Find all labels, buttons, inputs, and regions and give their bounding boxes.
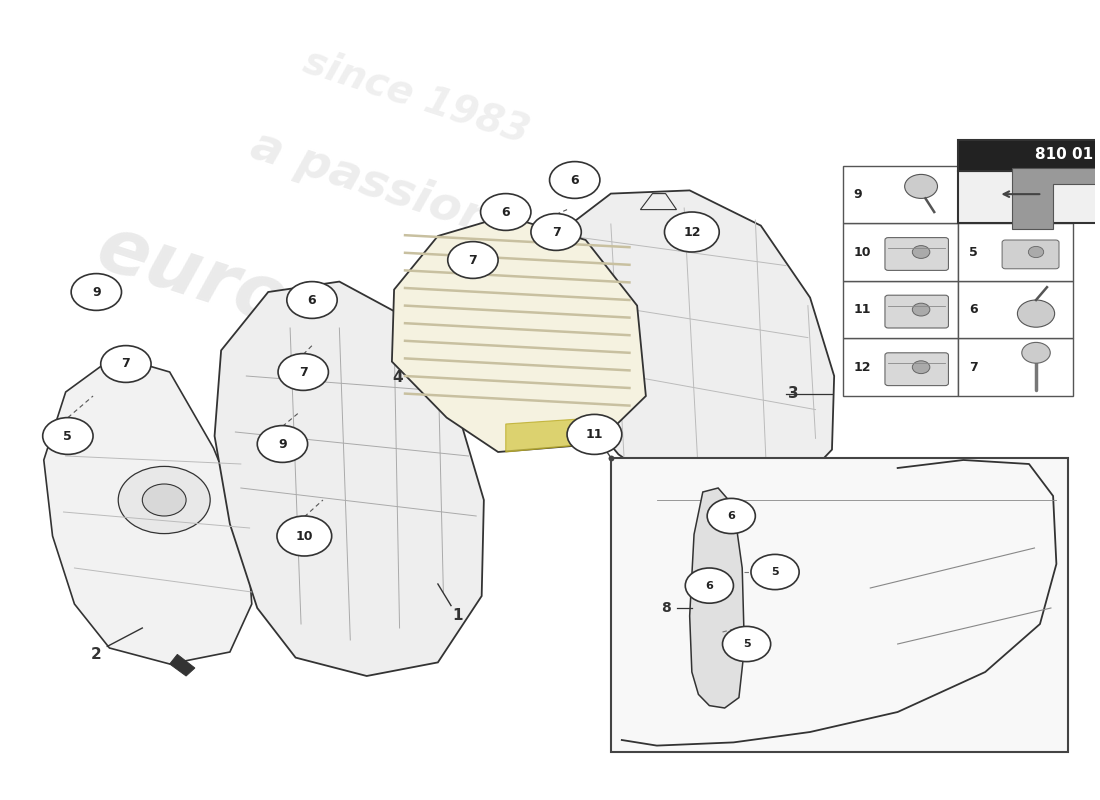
Text: 1: 1 xyxy=(452,609,463,623)
Text: 7: 7 xyxy=(552,226,561,238)
Circle shape xyxy=(904,174,937,198)
Text: 12: 12 xyxy=(683,226,701,238)
Text: 11: 11 xyxy=(585,428,603,441)
Text: eurospares: eurospares xyxy=(87,210,570,430)
Polygon shape xyxy=(506,418,613,452)
Circle shape xyxy=(72,274,121,310)
Circle shape xyxy=(448,242,498,278)
FancyBboxPatch shape xyxy=(610,458,1068,752)
Text: 6: 6 xyxy=(969,303,978,316)
Text: 10: 10 xyxy=(854,246,871,258)
Polygon shape xyxy=(44,356,252,664)
Text: 3: 3 xyxy=(789,386,799,401)
FancyBboxPatch shape xyxy=(843,166,958,223)
Polygon shape xyxy=(1012,168,1100,229)
FancyBboxPatch shape xyxy=(886,353,948,386)
Circle shape xyxy=(277,516,332,556)
Polygon shape xyxy=(214,282,484,676)
Circle shape xyxy=(1028,246,1044,258)
Circle shape xyxy=(550,162,600,198)
Text: 12: 12 xyxy=(854,361,871,374)
Polygon shape xyxy=(546,190,834,498)
Circle shape xyxy=(685,568,734,603)
Circle shape xyxy=(43,418,94,454)
FancyBboxPatch shape xyxy=(958,281,1072,338)
Polygon shape xyxy=(690,488,745,708)
Text: 2: 2 xyxy=(91,647,101,662)
Circle shape xyxy=(278,354,329,390)
FancyBboxPatch shape xyxy=(843,223,958,281)
Text: since 1983: since 1983 xyxy=(298,42,534,150)
Text: 7: 7 xyxy=(469,254,477,266)
Circle shape xyxy=(912,303,930,316)
Text: 6: 6 xyxy=(727,511,735,521)
Text: 810 01: 810 01 xyxy=(1035,147,1093,162)
Circle shape xyxy=(568,414,622,454)
Text: 5: 5 xyxy=(771,567,779,577)
Text: 6: 6 xyxy=(308,294,317,306)
Polygon shape xyxy=(392,216,646,452)
Text: 5: 5 xyxy=(64,430,73,442)
Text: 5: 5 xyxy=(969,246,978,258)
Circle shape xyxy=(751,554,799,590)
Circle shape xyxy=(257,426,308,462)
Circle shape xyxy=(707,498,756,534)
Circle shape xyxy=(531,214,581,250)
Text: 10: 10 xyxy=(296,530,314,542)
Text: 5: 5 xyxy=(742,639,750,649)
Polygon shape xyxy=(640,194,676,210)
Circle shape xyxy=(723,626,771,662)
Circle shape xyxy=(1022,342,1050,363)
Circle shape xyxy=(1018,300,1055,327)
Text: 9: 9 xyxy=(278,438,287,450)
FancyBboxPatch shape xyxy=(843,281,958,338)
Text: 9: 9 xyxy=(92,286,100,298)
Polygon shape xyxy=(169,654,195,676)
Text: since 1983: since 1983 xyxy=(825,535,959,601)
Circle shape xyxy=(912,361,930,374)
FancyBboxPatch shape xyxy=(958,140,1100,171)
Circle shape xyxy=(481,194,531,230)
Text: 7: 7 xyxy=(121,358,130,370)
FancyBboxPatch shape xyxy=(843,338,958,396)
FancyBboxPatch shape xyxy=(1002,240,1059,269)
Text: 4: 4 xyxy=(392,370,403,385)
Text: 11: 11 xyxy=(854,303,871,316)
Circle shape xyxy=(664,212,719,252)
Text: 7: 7 xyxy=(969,361,978,374)
FancyBboxPatch shape xyxy=(958,338,1072,396)
Text: eurospares: eurospares xyxy=(774,606,966,698)
FancyBboxPatch shape xyxy=(958,223,1072,281)
Text: 7: 7 xyxy=(299,366,308,378)
Circle shape xyxy=(118,466,210,534)
Circle shape xyxy=(142,484,186,516)
Text: 6: 6 xyxy=(502,206,510,218)
Ellipse shape xyxy=(297,282,328,298)
Text: a passion: a passion xyxy=(245,123,499,245)
Circle shape xyxy=(912,246,930,258)
FancyBboxPatch shape xyxy=(958,171,1100,223)
Text: 8: 8 xyxy=(661,601,671,615)
Circle shape xyxy=(101,346,151,382)
Circle shape xyxy=(287,282,338,318)
FancyBboxPatch shape xyxy=(886,295,948,328)
FancyBboxPatch shape xyxy=(886,238,948,270)
Text: 6: 6 xyxy=(571,174,579,186)
Text: 9: 9 xyxy=(854,188,862,201)
Text: 6: 6 xyxy=(705,581,713,590)
